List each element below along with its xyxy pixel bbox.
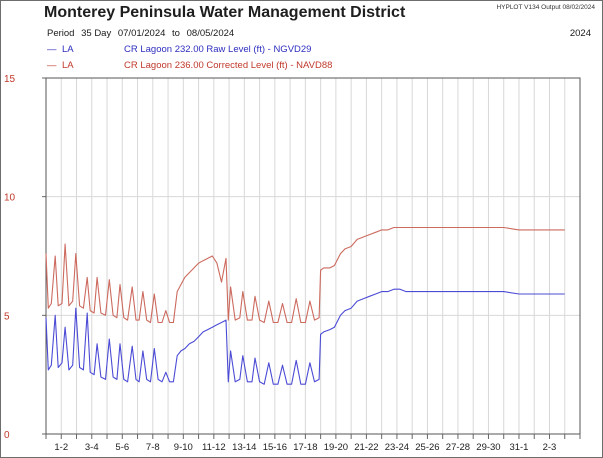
x-tick-label: 15-16	[263, 442, 287, 453]
year-label: 2024	[569, 28, 591, 39]
output-stamp: HYPLOT V134 Output 08/02/2024	[496, 4, 595, 11]
x-tick-label: 19-20	[324, 442, 348, 453]
x-tick-label: 23-24	[385, 442, 409, 453]
x-tick-label: 9-10	[174, 442, 193, 453]
period-start: 07/01/2024	[117, 28, 166, 39]
legend-raw-text: CR Lagoon 232.00 Raw Level (ft) - NGVD29	[124, 44, 312, 55]
x-tick-label: 7-8	[146, 442, 160, 453]
x-tick-label: 17-18	[293, 442, 317, 453]
y-tick-label: 15	[4, 74, 16, 85]
period-row: Period 35 Day 07/01/2024 to 08/05/2024	[47, 28, 238, 39]
period-to: to	[172, 28, 180, 39]
legend-corrected-text: CR Lagoon 236.00 Corrected Level (ft) - …	[124, 60, 333, 71]
x-tick-label: 31-1	[509, 442, 528, 453]
legend-entry-raw: — LA CR Lagoon 232.00 Raw Level (ft) - NGV…	[47, 44, 311, 55]
x-tick-label: 21-22	[354, 442, 378, 453]
legend-corrected-code: LA	[62, 60, 74, 71]
legend-raw-code: LA	[62, 44, 74, 55]
period-end: 08/05/2024	[186, 28, 235, 39]
x-tick-label: 29-30	[476, 442, 500, 453]
period-label: Period	[47, 28, 75, 39]
x-tick-label: 25-26	[415, 442, 439, 453]
x-tick-label: 11-12	[202, 442, 226, 453]
x-tick-label: 13-14	[232, 442, 256, 453]
series-line-corrected-level	[45, 226, 565, 324]
x-tick-label: 3-4	[85, 442, 99, 453]
x-tick-label: 27-28	[446, 442, 470, 453]
series-line-raw-level	[45, 288, 565, 385]
x-tick-label: 5-6	[115, 442, 129, 453]
y-tick-label: 0	[4, 430, 10, 441]
x-tick-label: 1-2	[54, 442, 68, 453]
legend-corrected-swatch: —	[47, 60, 57, 71]
y-tick-label: 10	[4, 193, 16, 204]
legend-entry-corrected: — LA CR Lagoon 236.00 Corrected Level (ft)…	[47, 60, 332, 71]
period-days: 35 Day	[81, 28, 112, 39]
legend-raw-swatch: —	[47, 44, 57, 55]
chart-title: Monterey Peninsula Water Management Dist…	[44, 4, 406, 21]
y-tick-label: 5	[4, 311, 10, 322]
x-tick-label: 2-3	[543, 442, 557, 453]
